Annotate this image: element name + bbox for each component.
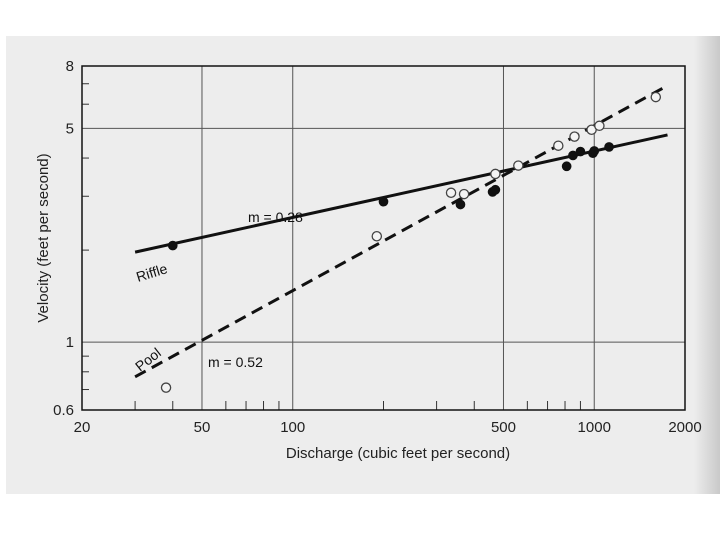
x-axis-title: Discharge (cubic feet per second) <box>286 445 510 462</box>
y-tick-label: 1 <box>66 334 74 351</box>
riffle-fit-line <box>134 133 668 254</box>
riffle-point <box>568 150 578 161</box>
pool-point <box>569 131 580 142</box>
pool-point <box>650 91 662 103</box>
x-tick-label: 100 <box>280 419 305 436</box>
riffle-point <box>378 196 389 207</box>
y-tick-label: 5 <box>66 120 74 137</box>
paper-background <box>6 36 720 494</box>
riffle-slope-label: m = 0.28 <box>248 209 303 225</box>
pool-point <box>490 168 501 180</box>
x-tick-label: 1000 <box>578 419 611 436</box>
data-points <box>160 91 662 393</box>
riffle-point <box>604 142 614 152</box>
x-tick-label: 50 <box>194 419 211 436</box>
riffle-point <box>561 161 572 172</box>
pool-point <box>445 187 457 199</box>
y-axis-title: Velocity (feet per second) <box>35 153 52 322</box>
pool-point <box>513 160 524 171</box>
pool-point <box>160 382 172 393</box>
riffle-point <box>589 146 600 156</box>
y-tick-label: 8 <box>66 58 74 75</box>
pool-point <box>553 140 564 151</box>
pool-slope-label: m = 0.52 <box>208 354 263 370</box>
y-tick-label: 0.6 <box>53 402 74 419</box>
x-tick-label: 2000 <box>668 419 701 436</box>
pool-point <box>458 188 470 200</box>
riffle-point <box>455 199 466 210</box>
pool-label: Pool <box>132 344 164 374</box>
pool-point <box>594 120 605 132</box>
page-edge-shadow <box>694 36 720 494</box>
grid <box>82 66 685 410</box>
tick-labels: 20 50 100 500 1000 2000 0.6 1 5 8 <box>53 58 702 436</box>
riffle-point <box>490 184 501 195</box>
pool-point <box>371 230 383 242</box>
riffle-point <box>575 146 586 157</box>
plot-frame <box>81 65 686 411</box>
riffle-label: Riffle <box>134 260 169 285</box>
x-tick-label: 500 <box>491 419 516 436</box>
x-tick-label: 20 <box>74 419 91 436</box>
riffle-point <box>167 240 178 251</box>
